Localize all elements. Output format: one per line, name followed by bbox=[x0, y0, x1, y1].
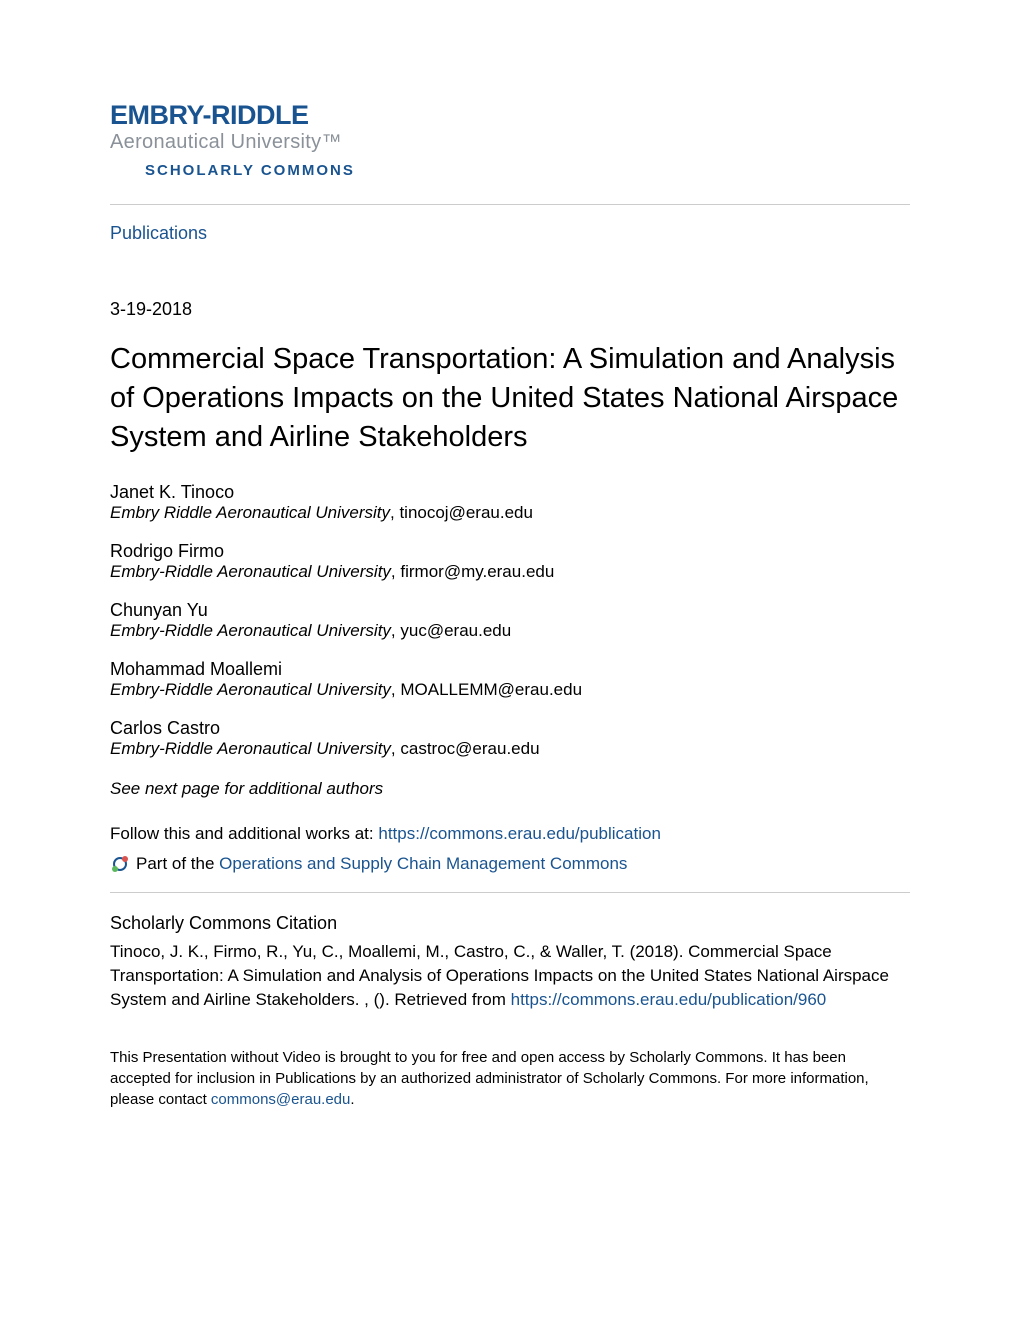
logo-trademark: ™ bbox=[321, 131, 341, 153]
author-entry: Rodrigo Firmo Embry-Riddle Aeronautical … bbox=[110, 541, 910, 582]
author-entry: Chunyan Yu Embry-Riddle Aeronautical Uni… bbox=[110, 600, 910, 641]
follow-works-link[interactable]: https://commons.erau.edu/publication bbox=[378, 824, 661, 843]
citation-body: Tinoco, J. K., Firmo, R., Yu, C., Moalle… bbox=[110, 940, 910, 1011]
author-name: Rodrigo Firmo bbox=[110, 541, 910, 562]
citation-link[interactable]: https://commons.erau.edu/publication/960 bbox=[511, 990, 827, 1009]
institution-logo: EMBRY-RIDDLE Aeronautical University™ SC… bbox=[110, 100, 910, 179]
author-entry: Janet K. Tinoco Embry Riddle Aeronautica… bbox=[110, 482, 910, 523]
citation-header: Scholarly Commons Citation bbox=[110, 913, 910, 934]
author-affiliation: Embry-Riddle Aeronautical University, MO… bbox=[110, 680, 910, 700]
contact-email-link[interactable]: commons@erau.edu bbox=[211, 1091, 350, 1108]
author-affiliation: Embry-Riddle Aeronautical University, fi… bbox=[110, 562, 910, 582]
paper-title: Commercial Space Transportation: A Simul… bbox=[110, 340, 910, 457]
author-name: Carlos Castro bbox=[110, 718, 910, 739]
logo-main-text: EMBRY-RIDDLE bbox=[110, 100, 910, 131]
author-affiliation: Embry-Riddle Aeronautical University, yu… bbox=[110, 621, 910, 641]
author-affiliation: Embry Riddle Aeronautical University, ti… bbox=[110, 503, 910, 523]
logo-tagline: SCHOLARLY COMMONS bbox=[145, 162, 910, 179]
author-name: Chunyan Yu bbox=[110, 600, 910, 621]
publications-link[interactable]: Publications bbox=[110, 223, 207, 243]
divider-top bbox=[110, 204, 910, 205]
logo-subtitle: Aeronautical University bbox=[110, 131, 321, 153]
author-name: Janet K. Tinoco bbox=[110, 482, 910, 503]
more-authors-note: See next page for additional authors bbox=[110, 779, 910, 799]
footer-disclaimer: This Presentation without Video is broug… bbox=[110, 1047, 910, 1110]
commons-line: Part of the Operations and Supply Chain … bbox=[110, 854, 910, 874]
commons-category-link[interactable]: Operations and Supply Chain Management C… bbox=[219, 854, 627, 873]
author-name: Mohammad Moallemi bbox=[110, 659, 910, 680]
network-icon bbox=[110, 854, 130, 874]
publication-date: 3-19-2018 bbox=[110, 299, 910, 320]
author-entry: Mohammad Moallemi Embry-Riddle Aeronauti… bbox=[110, 659, 910, 700]
author-affiliation: Embry-Riddle Aeronautical University, ca… bbox=[110, 739, 910, 759]
divider-mid bbox=[110, 892, 910, 893]
follow-works-line: Follow this and additional works at: htt… bbox=[110, 824, 910, 844]
author-entry: Carlos Castro Embry-Riddle Aeronautical … bbox=[110, 718, 910, 759]
